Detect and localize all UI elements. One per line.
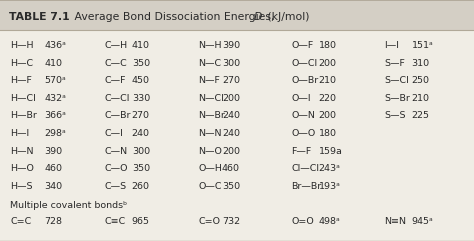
Text: H—N: H—N <box>10 147 34 155</box>
Text: C=O: C=O <box>198 217 220 226</box>
Text: 366ᵃ: 366ᵃ <box>44 111 66 120</box>
Text: 498ᵃ: 498ᵃ <box>319 217 340 226</box>
Text: O=O: O=O <box>291 217 314 226</box>
Text: 200: 200 <box>222 147 240 155</box>
Text: 460: 460 <box>44 164 62 173</box>
Text: H—S: H—S <box>10 182 33 191</box>
Text: 570ᵃ: 570ᵃ <box>44 76 66 85</box>
Text: 225: 225 <box>411 111 429 120</box>
Text: 350: 350 <box>222 182 240 191</box>
Text: 200: 200 <box>319 111 337 120</box>
Text: 151ᵃ: 151ᵃ <box>411 41 433 50</box>
Text: Multiple covalent bondsᵇ: Multiple covalent bondsᵇ <box>10 201 128 209</box>
Text: 260: 260 <box>132 182 150 191</box>
Text: Br—Br: Br—Br <box>291 182 321 191</box>
Text: C—C: C—C <box>104 59 127 67</box>
Text: Average Bond Dissociation Energies,: Average Bond Dissociation Energies, <box>64 13 278 22</box>
Text: N—F: N—F <box>198 76 220 85</box>
Text: 210: 210 <box>319 76 337 85</box>
Text: 436ᵃ: 436ᵃ <box>44 41 66 50</box>
Text: 300: 300 <box>132 147 150 155</box>
Text: 243ᵃ: 243ᵃ <box>319 164 340 173</box>
Text: I—I: I—I <box>384 41 399 50</box>
Text: S—Cl: S—Cl <box>384 76 409 85</box>
Text: C—O: C—O <box>104 164 128 173</box>
Text: 350: 350 <box>132 59 150 67</box>
Text: S—Br: S—Br <box>384 94 410 103</box>
Text: 270: 270 <box>132 111 150 120</box>
Text: H—I: H—I <box>10 129 30 138</box>
Text: O—F: O—F <box>291 41 313 50</box>
Text: C—N: C—N <box>104 147 128 155</box>
Text: 390: 390 <box>222 41 240 50</box>
Text: 410: 410 <box>44 59 62 67</box>
Text: 240: 240 <box>132 129 150 138</box>
Text: 200: 200 <box>222 94 240 103</box>
Text: O—Cl: O—Cl <box>291 59 317 67</box>
Text: H—C: H—C <box>10 59 34 67</box>
Text: N—C: N—C <box>198 59 221 67</box>
Text: 432ᵃ: 432ᵃ <box>44 94 66 103</box>
Text: Cl—Cl: Cl—Cl <box>291 164 319 173</box>
Text: 728: 728 <box>44 217 62 226</box>
Text: O—C: O—C <box>198 182 222 191</box>
Text: N—N: N—N <box>198 129 222 138</box>
Text: D: D <box>254 13 263 22</box>
Text: H—Cl: H—Cl <box>10 94 36 103</box>
Text: 193ᵃ: 193ᵃ <box>319 182 340 191</box>
Text: 310: 310 <box>411 59 429 67</box>
Text: 450: 450 <box>132 76 150 85</box>
Text: O—N: O—N <box>291 111 315 120</box>
Text: TABLE 7.1: TABLE 7.1 <box>9 13 69 22</box>
Text: 240: 240 <box>222 111 240 120</box>
Text: 340: 340 <box>44 182 62 191</box>
Text: H—O: H—O <box>10 164 34 173</box>
Text: 945ᵃ: 945ᵃ <box>411 217 433 226</box>
Text: 180: 180 <box>319 41 337 50</box>
Text: 298ᵃ: 298ᵃ <box>44 129 66 138</box>
Text: 220: 220 <box>319 94 337 103</box>
Text: S—S: S—S <box>384 111 405 120</box>
Text: C=C: C=C <box>10 217 32 226</box>
Text: H—F: H—F <box>10 76 32 85</box>
Text: O—O: O—O <box>291 129 315 138</box>
Text: 965: 965 <box>132 217 150 226</box>
Text: 200: 200 <box>319 59 337 67</box>
Text: C—I: C—I <box>104 129 123 138</box>
Text: N—Br: N—Br <box>198 111 225 120</box>
Text: N—Cl: N—Cl <box>198 94 224 103</box>
Text: 732: 732 <box>222 217 240 226</box>
Text: O—I: O—I <box>291 94 310 103</box>
Text: 180: 180 <box>319 129 337 138</box>
Text: N—H: N—H <box>198 41 222 50</box>
Text: 159a: 159a <box>319 147 342 155</box>
Text: O—H: O—H <box>198 164 222 173</box>
Text: 350: 350 <box>132 164 150 173</box>
Text: H—Br: H—Br <box>10 111 37 120</box>
Text: (kJ/mol): (kJ/mol) <box>264 13 310 22</box>
Text: N≡N: N≡N <box>384 217 406 226</box>
Text: 250: 250 <box>411 76 429 85</box>
Text: 210: 210 <box>411 94 429 103</box>
Text: C≡C: C≡C <box>104 217 126 226</box>
Text: 410: 410 <box>132 41 150 50</box>
Text: C—Cl: C—Cl <box>104 94 130 103</box>
Text: C—Br: C—Br <box>104 111 131 120</box>
Text: N—O: N—O <box>198 147 222 155</box>
Text: H—H: H—H <box>10 41 34 50</box>
Text: 460: 460 <box>222 164 240 173</box>
Text: S—F: S—F <box>384 59 405 67</box>
Text: 330: 330 <box>132 94 150 103</box>
Text: 240: 240 <box>222 129 240 138</box>
Text: 390: 390 <box>44 147 62 155</box>
Bar <box>0 0 474 30</box>
Text: O—Br: O—Br <box>291 76 318 85</box>
Text: C—S: C—S <box>104 182 127 191</box>
Text: 300: 300 <box>222 59 240 67</box>
Text: C—F: C—F <box>104 76 126 85</box>
Text: F—F: F—F <box>291 147 311 155</box>
Text: C—H: C—H <box>104 41 128 50</box>
Text: 270: 270 <box>222 76 240 85</box>
